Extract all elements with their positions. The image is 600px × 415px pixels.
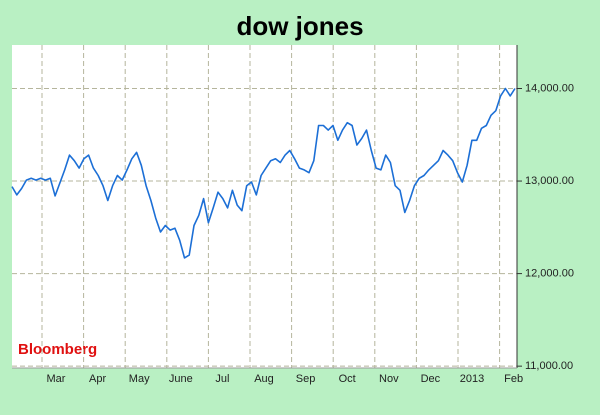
x-tick-label: Oct — [339, 373, 356, 385]
x-tick-label: May — [129, 373, 150, 385]
x-tick-label: Apr — [89, 373, 106, 385]
x-tick-label: Aug — [254, 373, 274, 385]
x-tick-label: June — [169, 373, 193, 385]
x-tick-label: Nov — [379, 373, 399, 385]
x-tick-label: Feb — [504, 373, 523, 385]
y-tick-label: 13,000.00 — [525, 175, 574, 187]
y-tick-label: 11,000.00 — [525, 360, 573, 372]
x-tick-label: Mar — [47, 373, 66, 385]
plot-area — [12, 45, 517, 368]
y-tick-label: 14,000.00 — [525, 82, 574, 94]
x-tick-label: Jul — [215, 373, 229, 385]
x-tick-label: Sep — [296, 373, 316, 385]
x-tick-label: Dec — [421, 373, 441, 385]
source-label: Bloomberg — [18, 341, 97, 358]
x-tick-label: 2013 — [460, 373, 484, 385]
line-series — [11, 87, 516, 259]
y-tick-label: 12,000.00 — [525, 268, 574, 280]
chart-title: dow jones — [236, 11, 363, 41]
